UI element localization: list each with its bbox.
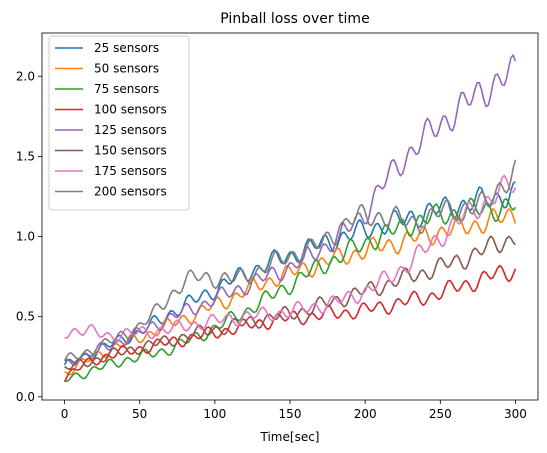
x-tick-label: 150: [279, 407, 302, 421]
series-line-7: [64, 174, 517, 344]
x-tick-label: 250: [429, 407, 452, 421]
legend-label-1: 25 sensors: [94, 41, 159, 55]
x-tick-label: 300: [504, 407, 527, 421]
legend-label-5: 125 sensors: [94, 123, 167, 137]
plot-area: [41, 32, 539, 401]
series-line-4: [63, 264, 517, 383]
legend-label-8: 200 sensors: [94, 185, 167, 199]
x-tick-label: 100: [203, 407, 226, 421]
y-axis-ticks: 0.0 0.5 1.0 1.5 2.0: [16, 69, 42, 404]
legend-label-6: 150 sensors: [94, 144, 167, 158]
x-axis-label: Time[sec]: [260, 430, 320, 444]
series-line-8: [63, 159, 517, 362]
y-tick-label: 0.5: [16, 310, 35, 324]
x-tick-label: 50: [132, 407, 147, 421]
y-tick-label: 1.5: [16, 149, 35, 163]
legend-label-3: 75 sensors: [94, 82, 159, 96]
series-line-2: [64, 208, 517, 376]
x-tick-label: 0: [61, 407, 69, 421]
legend-label-7: 175 sensors: [94, 164, 167, 178]
legend-box: [48, 35, 190, 211]
chart-title: Pinball loss over time: [220, 11, 369, 27]
series-line-5: [64, 54, 517, 366]
series-lines: [63, 54, 517, 383]
legend-label-2: 50 sensors: [94, 62, 159, 76]
y-tick-label: 0.0: [16, 390, 35, 404]
x-tick-label: 200: [354, 407, 377, 421]
legend-label-4: 100 sensors: [94, 103, 167, 117]
y-tick-label: 2.0: [16, 69, 35, 83]
x-axis-ticks: 0 50 100 150 200 250 300: [61, 400, 527, 421]
legend: 25 sensors 50 sensors 75 sensors 100 sensor…: [48, 35, 190, 211]
y-tick-label: 1.0: [16, 230, 35, 244]
